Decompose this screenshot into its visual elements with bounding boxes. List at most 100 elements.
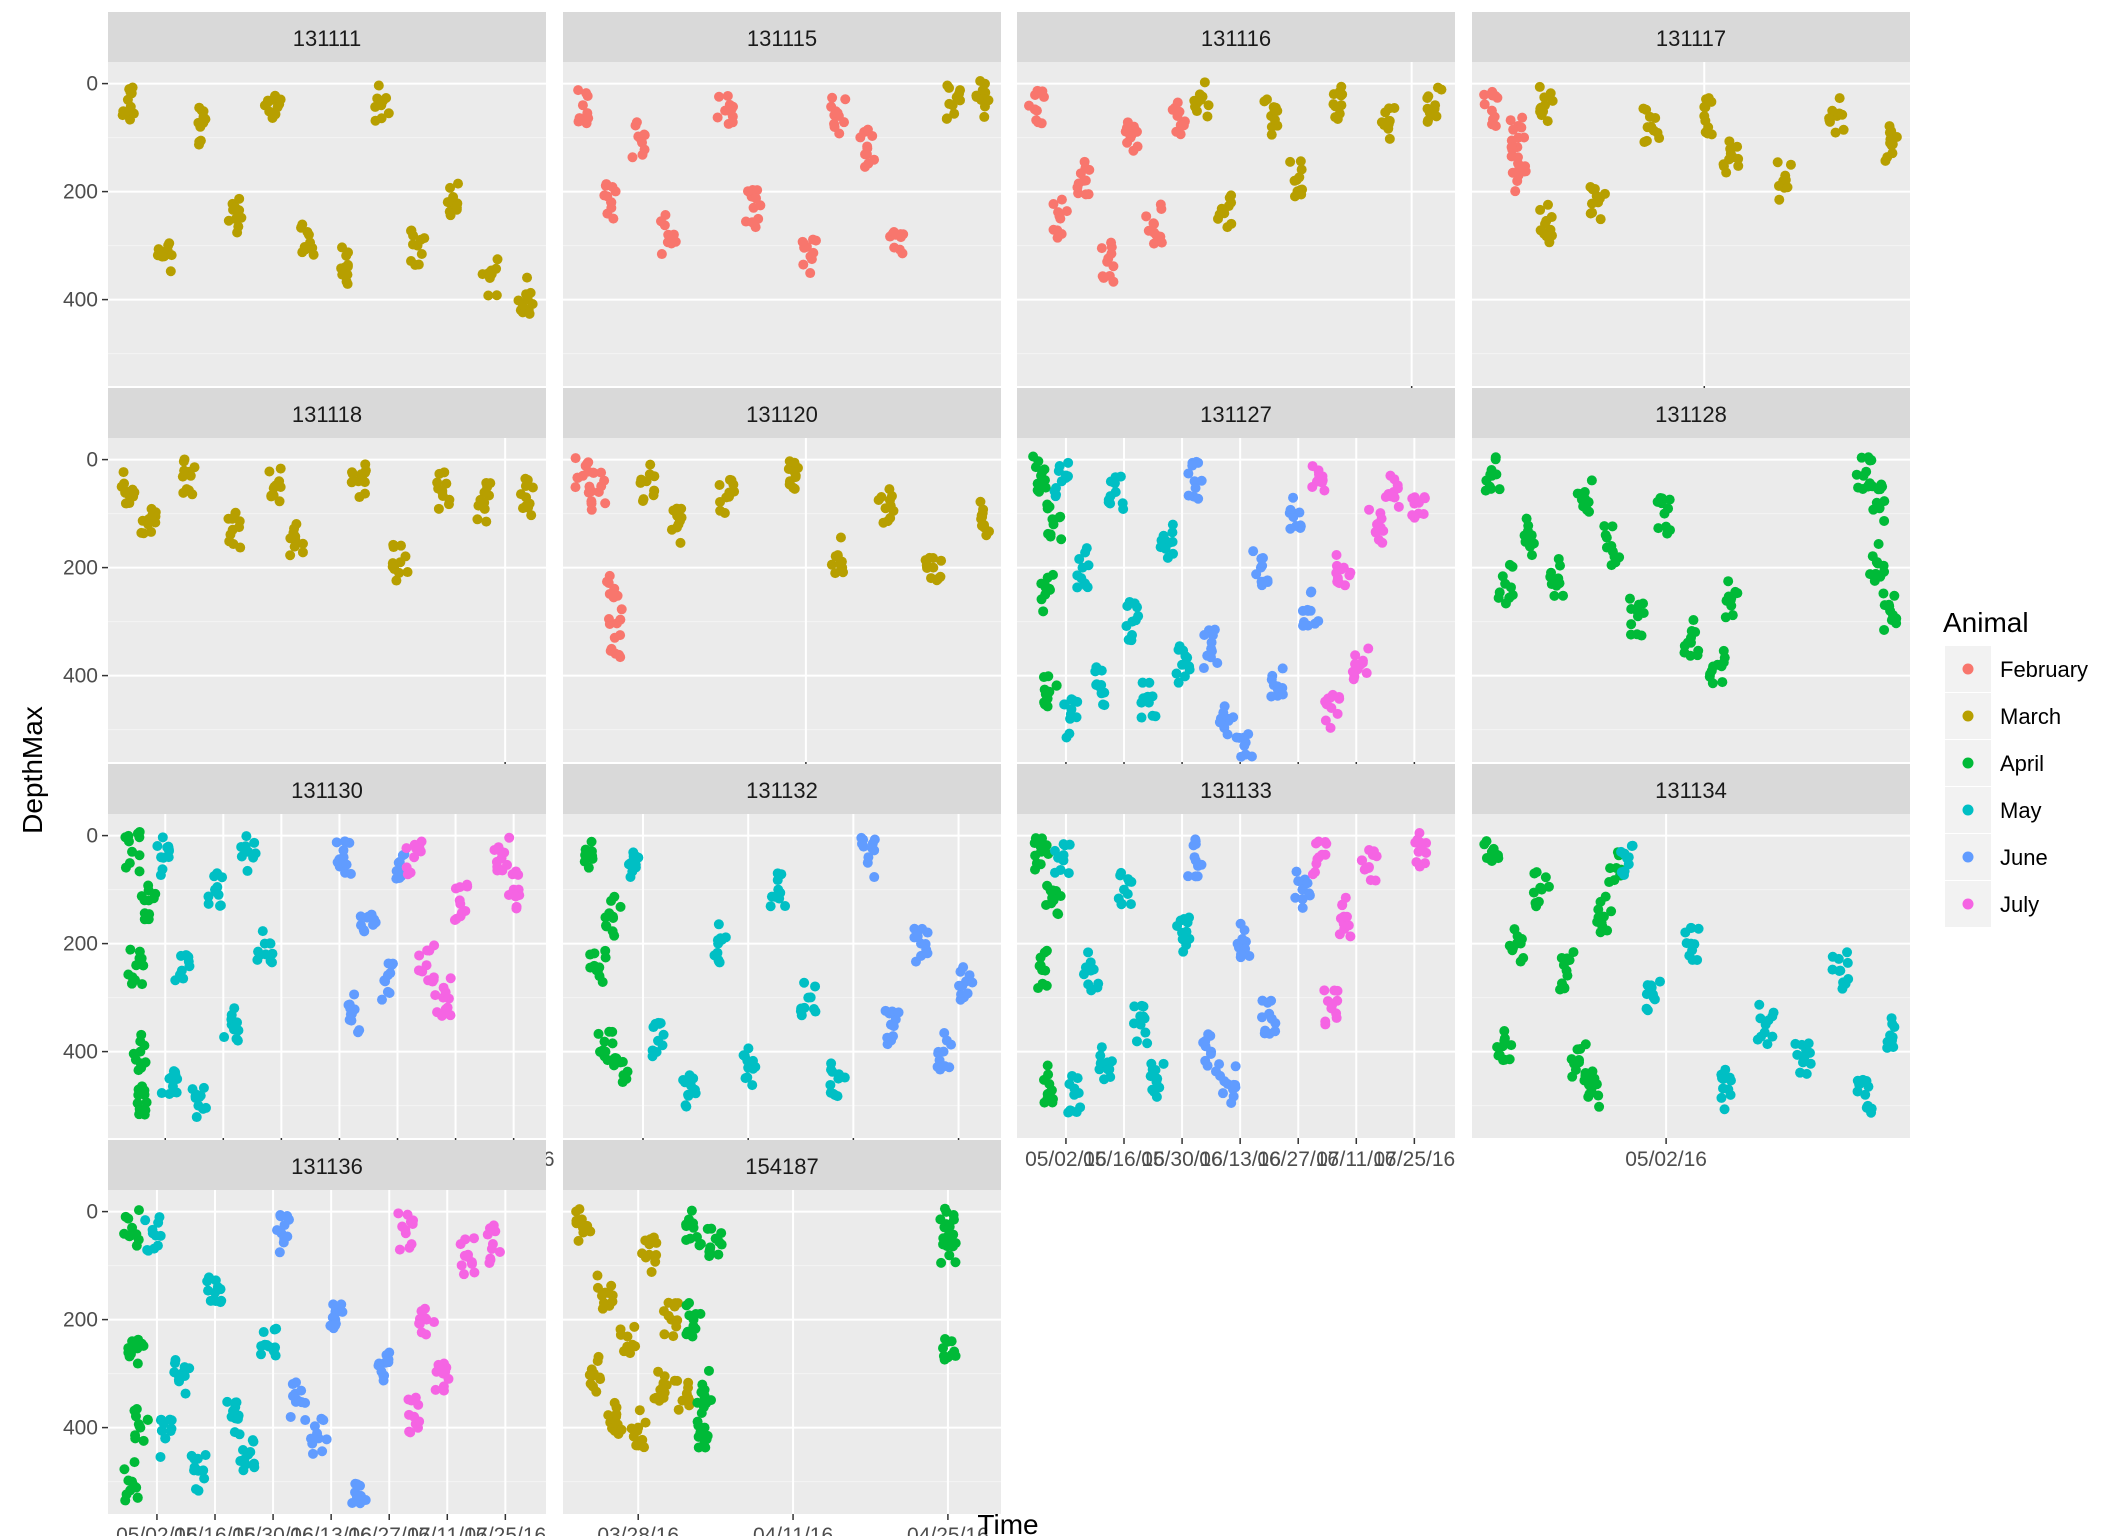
data-point (137, 979, 148, 990)
data-point (1108, 261, 1119, 272)
data-point (688, 1321, 699, 1332)
data-point (581, 88, 592, 99)
data-point (723, 118, 734, 129)
data-point (799, 977, 810, 988)
data-point (858, 841, 869, 852)
data-point (936, 1257, 947, 1268)
data-point (954, 95, 965, 106)
data-point (1072, 182, 1083, 193)
data-point (270, 1342, 281, 1353)
data-point (189, 462, 200, 473)
data-point (622, 1331, 633, 1342)
data-point (938, 1351, 949, 1362)
data-point (694, 1240, 705, 1251)
series-april (119, 1205, 153, 1506)
data-point (1285, 156, 1296, 167)
data-point (346, 477, 357, 488)
data-point (1183, 468, 1194, 479)
data-point (691, 1232, 702, 1243)
data-point (1506, 1040, 1517, 1051)
data-point (1178, 120, 1189, 131)
data-point (1038, 606, 1049, 617)
data-point (747, 1080, 758, 1091)
data-point (1048, 199, 1059, 210)
data-point (1516, 122, 1527, 133)
data-point (1039, 684, 1050, 695)
data-point (451, 913, 462, 924)
data-point (658, 1392, 669, 1403)
data-point (485, 1253, 496, 1264)
data-point (1329, 985, 1340, 996)
data-point (603, 577, 614, 588)
data-point (790, 472, 801, 483)
data-point (808, 247, 819, 258)
data-point (1626, 619, 1637, 630)
data-point (523, 502, 534, 513)
data-point (1725, 143, 1736, 154)
data-point (1199, 77, 1210, 88)
data-point (719, 508, 730, 519)
data-point (1600, 891, 1611, 902)
data-point (742, 186, 753, 197)
data-point (810, 235, 821, 246)
data-point (416, 249, 427, 260)
data-point (1623, 859, 1634, 870)
data-point (1030, 850, 1041, 861)
data-point (683, 1214, 694, 1225)
data-point (805, 268, 816, 279)
data-point (342, 278, 353, 289)
data-point (712, 112, 723, 123)
data-point (1595, 927, 1606, 938)
data-point (170, 1070, 181, 1081)
data-point (414, 843, 425, 854)
data-point (1038, 672, 1049, 683)
data-point (483, 268, 494, 279)
data-point (198, 1082, 209, 1093)
data-point (434, 468, 445, 479)
data-point (939, 1027, 950, 1038)
data-point (1115, 471, 1126, 482)
data-point (300, 1415, 311, 1426)
data-point (1605, 863, 1616, 874)
data-point (1842, 947, 1853, 958)
data-point (1258, 576, 1269, 587)
data-point (1521, 513, 1532, 524)
data-point (1724, 136, 1735, 147)
data-point (153, 244, 164, 255)
data-point (150, 888, 161, 899)
data-point (1414, 827, 1425, 838)
data-point (705, 1395, 716, 1406)
data-point (1230, 1080, 1241, 1091)
data-point (1200, 1035, 1211, 1046)
data-point (1853, 482, 1864, 493)
data-point (283, 1214, 294, 1225)
data-point (1593, 904, 1604, 915)
data-point (270, 109, 281, 120)
data-point (1861, 466, 1872, 477)
data-point (407, 239, 418, 250)
data-point (1804, 1047, 1815, 1058)
data-point (143, 1245, 154, 1256)
data-point (414, 1416, 425, 1427)
data-point (600, 920, 611, 931)
legend-label: July (2000, 892, 2039, 917)
data-point (134, 832, 145, 843)
data-point (1319, 985, 1330, 996)
data-point (600, 498, 611, 509)
data-point (703, 1365, 714, 1376)
data-point (321, 1434, 332, 1445)
data-point (454, 882, 465, 893)
data-point (1887, 1018, 1898, 1029)
data-point (1595, 214, 1606, 225)
data-point (1646, 980, 1657, 991)
data-point (740, 1073, 751, 1084)
facet-panel-131117: 13111703/07/16 (1472, 12, 1910, 419)
data-point (1069, 1083, 1080, 1094)
data-point (228, 1024, 239, 1035)
data-point (120, 862, 131, 873)
data-point (716, 1228, 727, 1239)
data-point (1331, 1008, 1342, 1019)
data-point (586, 486, 597, 497)
data-point (296, 1385, 307, 1396)
data-point (513, 295, 524, 306)
